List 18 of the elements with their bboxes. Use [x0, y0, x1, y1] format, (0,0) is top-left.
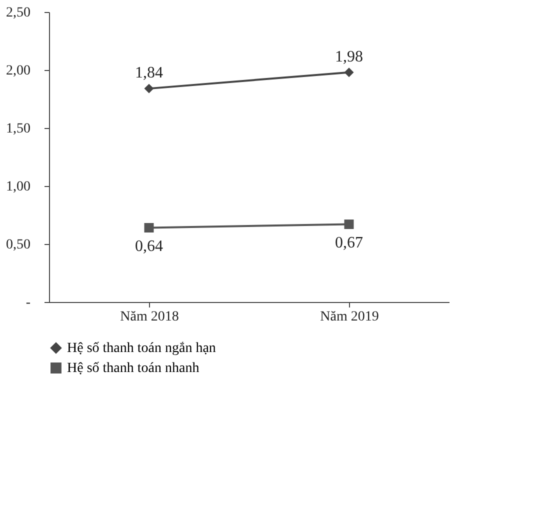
legend-label: Hệ số thanh toán ngắn hạn — [67, 341, 216, 356]
y-tick-label: 2,00 — [6, 64, 30, 78]
x-tick-label: Năm 2018 — [120, 310, 179, 324]
x-tick-label: Năm 2019 — [320, 310, 379, 324]
point — [144, 84, 154, 94]
y-tick-label: 1,50 — [6, 122, 30, 136]
data-label: 1,98 — [335, 48, 363, 66]
y-tick-label: 0,50 — [6, 238, 30, 252]
y-tick-label: 1,00 — [6, 180, 30, 194]
point — [344, 68, 354, 78]
data-label: 0,67 — [335, 234, 363, 252]
y-tick-label: - — [26, 296, 31, 310]
data-label: 0,64 — [135, 238, 163, 255]
point — [344, 220, 354, 230]
y-tick-label: 2,50 — [6, 6, 30, 20]
data-label: 1,84 — [135, 64, 163, 82]
legend-label: Hệ số thanh toán nhanh — [67, 361, 200, 376]
point — [144, 223, 154, 233]
